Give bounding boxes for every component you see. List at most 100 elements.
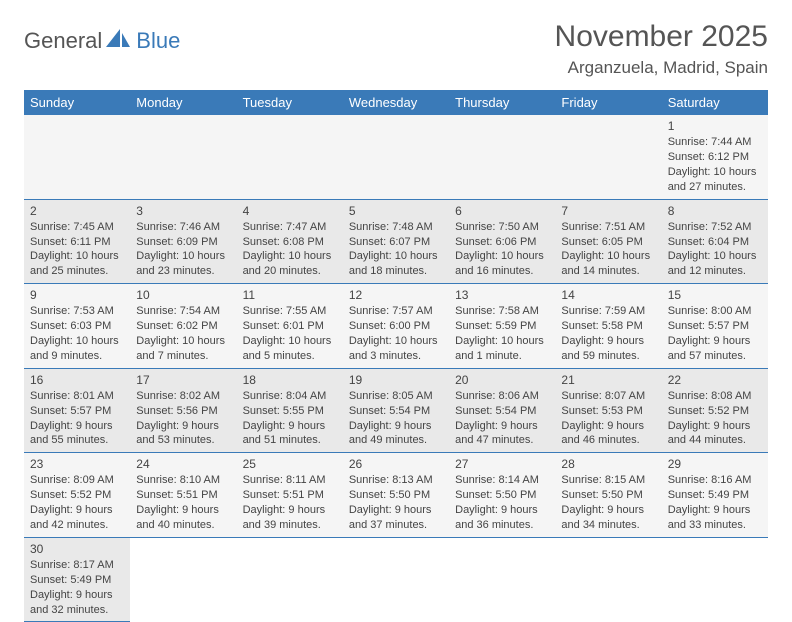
sunset-text: Sunset: 5:57 PM (30, 404, 124, 419)
sunset-text: Sunset: 6:06 PM (455, 235, 549, 250)
calendar-cell: 2Sunrise: 7:45 AMSunset: 6:11 PMDaylight… (24, 199, 130, 284)
daylight-text: Daylight: 9 hours (668, 334, 762, 349)
sunrise-text: Sunrise: 7:59 AM (561, 304, 655, 319)
daylight-text: and 18 minutes. (349, 264, 443, 279)
title-block: November 2025 Arganzuela, Madrid, Spain (555, 20, 768, 78)
sunrise-text: Sunrise: 7:50 AM (455, 220, 549, 235)
calendar-cell: 21Sunrise: 8:07 AMSunset: 5:53 PMDayligh… (555, 368, 661, 453)
calendar-cell (130, 115, 236, 199)
day-number: 10 (136, 287, 230, 303)
day-number: 3 (136, 203, 230, 219)
daylight-text: Daylight: 9 hours (136, 503, 230, 518)
calendar-cell: 22Sunrise: 8:08 AMSunset: 5:52 PMDayligh… (662, 368, 768, 453)
daylight-text: Daylight: 10 hours (243, 334, 337, 349)
sunset-text: Sunset: 5:58 PM (561, 319, 655, 334)
sunrise-text: Sunrise: 8:06 AM (455, 389, 549, 404)
calendar-cell (237, 115, 343, 199)
day-header: Saturday (662, 90, 768, 115)
calendar-week-row: 9Sunrise: 7:53 AMSunset: 6:03 PMDaylight… (24, 284, 768, 369)
daylight-text: Daylight: 10 hours (455, 249, 549, 264)
daylight-text: and 23 minutes. (136, 264, 230, 279)
calendar-cell: 28Sunrise: 8:15 AMSunset: 5:50 PMDayligh… (555, 453, 661, 538)
day-header: Monday (130, 90, 236, 115)
daylight-text: and 39 minutes. (243, 518, 337, 533)
daylight-text: and 33 minutes. (668, 518, 762, 533)
sunrise-text: Sunrise: 8:15 AM (561, 473, 655, 488)
daylight-text: and 1 minute. (455, 349, 549, 364)
daylight-text: Daylight: 9 hours (561, 503, 655, 518)
sunrise-text: Sunrise: 7:47 AM (243, 220, 337, 235)
daylight-text: Daylight: 10 hours (243, 249, 337, 264)
daylight-text: Daylight: 9 hours (668, 503, 762, 518)
calendar-cell: 15Sunrise: 8:00 AMSunset: 5:57 PMDayligh… (662, 284, 768, 369)
daylight-text: and 12 minutes. (668, 264, 762, 279)
calendar-cell: 24Sunrise: 8:10 AMSunset: 5:51 PMDayligh… (130, 453, 236, 538)
daylight-text: Daylight: 10 hours (30, 249, 124, 264)
sunrise-text: Sunrise: 8:11 AM (243, 473, 337, 488)
calendar-cell: 5Sunrise: 7:48 AMSunset: 6:07 PMDaylight… (343, 199, 449, 284)
daylight-text: and 46 minutes. (561, 433, 655, 448)
daylight-text: and 9 minutes. (30, 349, 124, 364)
daylight-text: Daylight: 10 hours (668, 165, 762, 180)
sunset-text: Sunset: 5:53 PM (561, 404, 655, 419)
day-number: 9 (30, 287, 124, 303)
daylight-text: and 32 minutes. (30, 603, 124, 618)
daylight-text: and 40 minutes. (136, 518, 230, 533)
calendar-cell (555, 537, 661, 622)
daylight-text: and 59 minutes. (561, 349, 655, 364)
daylight-text: Daylight: 9 hours (561, 334, 655, 349)
calendar-week-row: 1Sunrise: 7:44 AMSunset: 6:12 PMDaylight… (24, 115, 768, 199)
day-number: 21 (561, 372, 655, 388)
daylight-text: Daylight: 9 hours (668, 419, 762, 434)
sunrise-text: Sunrise: 8:07 AM (561, 389, 655, 404)
sunrise-text: Sunrise: 8:08 AM (668, 389, 762, 404)
calendar-cell: 16Sunrise: 8:01 AMSunset: 5:57 PMDayligh… (24, 368, 130, 453)
sunset-text: Sunset: 6:03 PM (30, 319, 124, 334)
daylight-text: Daylight: 10 hours (349, 334, 443, 349)
daylight-text: Daylight: 9 hours (243, 419, 337, 434)
sunset-text: Sunset: 6:01 PM (243, 319, 337, 334)
calendar-cell: 1Sunrise: 7:44 AMSunset: 6:12 PMDaylight… (662, 115, 768, 199)
daylight-text: and 37 minutes. (349, 518, 443, 533)
daylight-text: and 57 minutes. (668, 349, 762, 364)
calendar-week-row: 30Sunrise: 8:17 AMSunset: 5:49 PMDayligh… (24, 537, 768, 622)
calendar-cell: 19Sunrise: 8:05 AMSunset: 5:54 PMDayligh… (343, 368, 449, 453)
sunrise-text: Sunrise: 7:52 AM (668, 220, 762, 235)
day-number: 19 (349, 372, 443, 388)
daylight-text: and 51 minutes. (243, 433, 337, 448)
calendar-header-row: Sunday Monday Tuesday Wednesday Thursday… (24, 90, 768, 115)
day-number: 1 (668, 118, 762, 134)
daylight-text: and 14 minutes. (561, 264, 655, 279)
day-number: 20 (455, 372, 549, 388)
sunset-text: Sunset: 6:09 PM (136, 235, 230, 250)
sunset-text: Sunset: 5:57 PM (668, 319, 762, 334)
calendar-table: Sunday Monday Tuesday Wednesday Thursday… (24, 90, 768, 622)
daylight-text: Daylight: 10 hours (136, 334, 230, 349)
day-number: 17 (136, 372, 230, 388)
calendar-cell: 7Sunrise: 7:51 AMSunset: 6:05 PMDaylight… (555, 199, 661, 284)
calendar-cell: 29Sunrise: 8:16 AMSunset: 5:49 PMDayligh… (662, 453, 768, 538)
daylight-text: Daylight: 10 hours (136, 249, 230, 264)
daylight-text: and 47 minutes. (455, 433, 549, 448)
daylight-text: Daylight: 9 hours (455, 419, 549, 434)
day-header: Sunday (24, 90, 130, 115)
daylight-text: and 20 minutes. (243, 264, 337, 279)
sunset-text: Sunset: 6:07 PM (349, 235, 443, 250)
calendar-cell: 14Sunrise: 7:59 AMSunset: 5:58 PMDayligh… (555, 284, 661, 369)
sunset-text: Sunset: 5:51 PM (243, 488, 337, 503)
sunrise-text: Sunrise: 8:16 AM (668, 473, 762, 488)
daylight-text: and 44 minutes. (668, 433, 762, 448)
day-number: 5 (349, 203, 443, 219)
sunrise-text: Sunrise: 8:17 AM (30, 558, 124, 573)
calendar-cell: 17Sunrise: 8:02 AMSunset: 5:56 PMDayligh… (130, 368, 236, 453)
calendar-body: 1Sunrise: 7:44 AMSunset: 6:12 PMDaylight… (24, 115, 768, 622)
daylight-text: Daylight: 9 hours (243, 503, 337, 518)
calendar-cell: 8Sunrise: 7:52 AMSunset: 6:04 PMDaylight… (662, 199, 768, 284)
sunset-text: Sunset: 5:51 PM (136, 488, 230, 503)
calendar-cell: 27Sunrise: 8:14 AMSunset: 5:50 PMDayligh… (449, 453, 555, 538)
calendar-cell: 11Sunrise: 7:55 AMSunset: 6:01 PMDayligh… (237, 284, 343, 369)
calendar-cell (555, 115, 661, 199)
day-number: 25 (243, 456, 337, 472)
day-number: 23 (30, 456, 124, 472)
sunrise-text: Sunrise: 7:58 AM (455, 304, 549, 319)
